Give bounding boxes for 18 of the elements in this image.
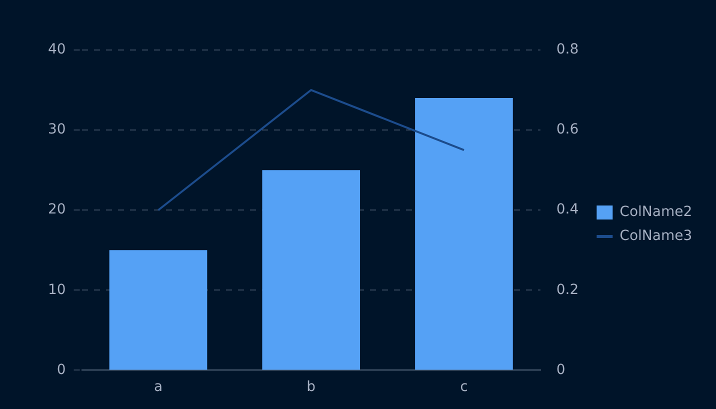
y-tick-label: 10 <box>48 282 66 298</box>
x-tick-label: c <box>460 379 468 396</box>
y2-tick-label: 0.6 <box>556 122 579 138</box>
bar <box>415 98 513 370</box>
x-tick-label: a <box>154 379 163 396</box>
bar <box>262 170 360 370</box>
x-tick-label: b <box>306 379 316 396</box>
y2-tick-label: 0 <box>556 362 566 378</box>
legend-label: ColName3 <box>620 228 692 244</box>
legend-label: ColName2 <box>620 204 692 220</box>
y-tick-label: 30 <box>48 122 66 138</box>
y2-tick-label: 0.4 <box>556 202 579 218</box>
y-tick-label: 40 <box>48 42 66 58</box>
y2-tick-label: 0.8 <box>556 42 579 58</box>
y2-tick-label: 0.2 <box>556 282 579 298</box>
y-tick-label: 20 <box>48 202 66 218</box>
bar <box>109 250 208 370</box>
y-tick-label: 0 <box>56 362 66 378</box>
